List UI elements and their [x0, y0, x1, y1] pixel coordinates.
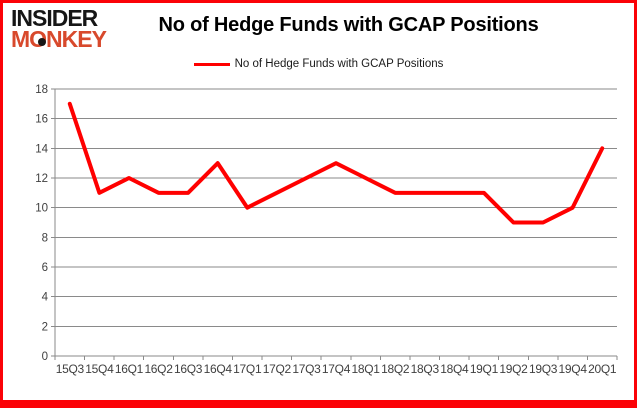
x-tick-label: 16Q3: [174, 362, 203, 376]
y-tick-label: 10: [35, 203, 48, 215]
y-tick-label: 8: [42, 232, 48, 244]
y-tick-label: 16: [35, 114, 48, 126]
series-line: [67, 101, 605, 225]
monkey-eye-dot: [38, 38, 46, 47]
logo-monkey-label: MONKEY: [11, 26, 107, 53]
x-tick-label: 19Q1: [470, 362, 499, 376]
x-tick-label: 19Q2: [499, 362, 528, 376]
x-tick-label: 17Q1: [233, 362, 262, 376]
x-tick-label: 16Q4: [204, 362, 233, 376]
x-tick-label: 20Q1: [588, 362, 617, 376]
y-tick-label: 0: [42, 351, 48, 363]
x-tick-label: 15Q4: [85, 362, 114, 376]
x-tick-label: 18Q2: [381, 362, 410, 376]
chart-title: No of Hedge Funds with GCAP Positions: [158, 14, 539, 36]
logo-monkey-text: MONKEY: [11, 26, 107, 53]
x-tick-label: 17Q2: [263, 362, 292, 376]
x-tick-label: 17Q4: [322, 362, 351, 376]
logo-insider-text: INSIDER: [11, 4, 98, 32]
x-tick-label: 18Q4: [440, 362, 469, 376]
x-tick-label: 19Q4: [559, 362, 588, 376]
x-tick-label: 16Q2: [144, 362, 173, 376]
x-tick-label: 16Q1: [115, 362, 144, 376]
x-tick-label: 15Q3: [56, 362, 85, 376]
x-tick-label: 17Q3: [292, 362, 321, 376]
x-tick-label: 18Q1: [352, 362, 381, 376]
y-tick-label: 12: [35, 173, 48, 185]
y-tick-label: 4: [42, 292, 49, 304]
legend-line-swatch: [193, 62, 230, 66]
y-tick-label: 2: [42, 321, 48, 333]
x-tick-label: 19Q3: [529, 362, 558, 376]
y-tick-label: 14: [35, 143, 48, 155]
y-tick-label: 18: [35, 84, 48, 96]
legend: No of Hedge Funds with GCAP Positions: [3, 58, 634, 70]
x-tick-label: 18Q3: [411, 362, 440, 376]
insider-monkey-logo: INSIDER MONKEY: [11, 4, 107, 53]
legend-label: No of Hedge Funds with GCAP Positions: [234, 58, 444, 70]
y-tick-label: 6: [42, 262, 48, 274]
